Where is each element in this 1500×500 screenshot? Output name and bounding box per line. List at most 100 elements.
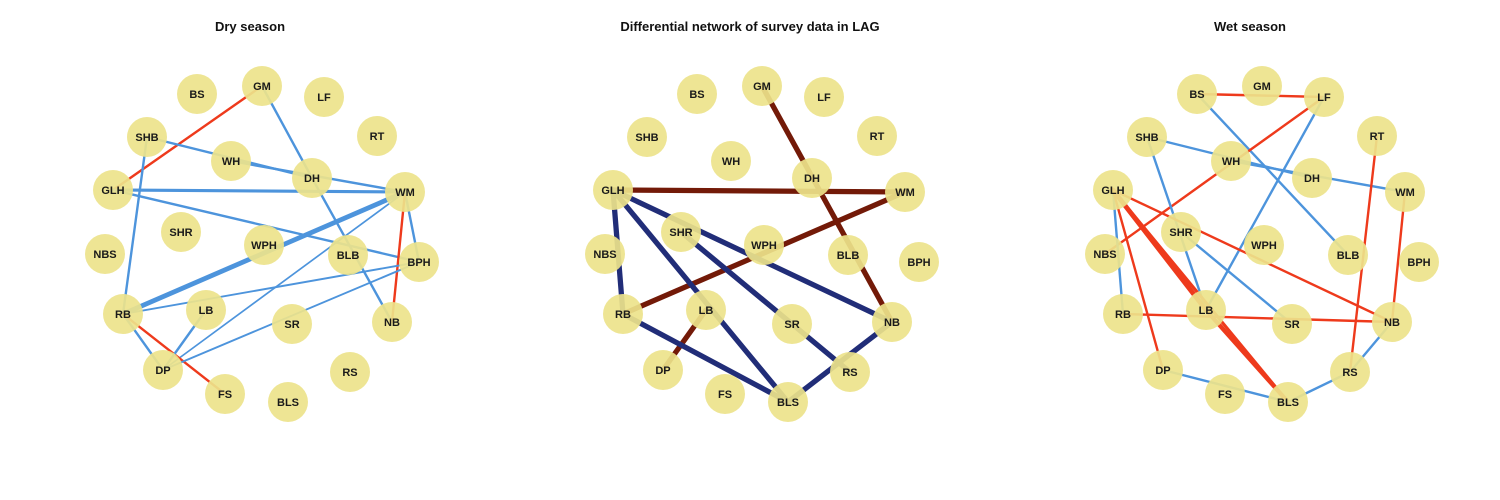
node-circle [686, 290, 726, 330]
node-circle [885, 172, 925, 212]
node-label: LF [317, 92, 331, 104]
node-circle [828, 235, 868, 275]
node-blb: BLB [1328, 235, 1368, 275]
node-circle [661, 212, 701, 252]
node-label: SHR [669, 227, 692, 239]
node-bls: BLS [1268, 382, 1308, 422]
node-rb: RB [603, 294, 643, 334]
node-label: RS [342, 367, 357, 379]
node-label: SHR [1169, 227, 1192, 239]
edge-glh-wm [111, 188, 407, 194]
node-circle [1357, 116, 1397, 156]
node-circle [127, 117, 167, 157]
node-circle [899, 242, 939, 282]
node-circle [93, 170, 133, 210]
node-circle [292, 158, 332, 198]
node-sr: SR [272, 304, 312, 344]
node-nbs: NBS [85, 234, 125, 274]
node-label: LB [199, 305, 214, 317]
node-label: SR [284, 319, 299, 331]
node-label: RT [1370, 131, 1385, 143]
edge-wm-nb [390, 190, 407, 324]
node-label: SR [784, 319, 799, 331]
node-circle [1272, 304, 1312, 344]
node-circle [161, 212, 201, 252]
node-shr: SHR [1161, 212, 1201, 252]
node-label: BLS [777, 397, 799, 409]
node-label: DP [1155, 365, 1170, 377]
node-label: GLH [1101, 185, 1124, 197]
edge-glh-dp [1111, 188, 1165, 372]
node-label: WH [222, 156, 240, 168]
node-circle [772, 304, 812, 344]
node-blb: BLB [828, 235, 868, 275]
node-circle [1205, 374, 1245, 414]
node-rb: RB [103, 294, 143, 334]
node-label: BLB [837, 250, 860, 262]
node-circle [1268, 382, 1308, 422]
node-circle [1211, 141, 1251, 181]
node-circle [385, 172, 425, 212]
node-label: SHB [1135, 132, 1158, 144]
node-label: FS [718, 389, 732, 401]
node-label: DH [304, 173, 320, 185]
node-circle [1177, 74, 1217, 114]
node-label: GM [253, 81, 271, 93]
node-label: WPH [751, 240, 777, 252]
node-circle [1127, 117, 1167, 157]
node-label: BLB [1337, 250, 1360, 262]
node-label: GLH [101, 185, 124, 197]
node-bs: BS [677, 74, 717, 114]
node-label: NB [1384, 317, 1400, 329]
node-circle [705, 374, 745, 414]
node-circle [1085, 234, 1125, 274]
node-circle [742, 66, 782, 106]
edge-rb-bls [620, 311, 791, 405]
node-gm: GM [1242, 66, 1282, 106]
node-circle [242, 66, 282, 106]
node-circle [328, 235, 368, 275]
node-label: RS [842, 367, 857, 379]
node-wm: WM [885, 172, 925, 212]
node-shr: SHR [161, 212, 201, 252]
node-label: NBS [593, 249, 616, 261]
node-shb: SHB [627, 117, 667, 157]
node-dh: DH [1292, 158, 1332, 198]
node-circle [1093, 170, 1133, 210]
node-label: NB [884, 317, 900, 329]
node-circle [372, 302, 412, 342]
node-circle [1399, 242, 1439, 282]
node-rt: RT [1357, 116, 1397, 156]
node-fs: FS [205, 374, 245, 414]
node-label: WM [895, 187, 915, 199]
node-label: GLH [601, 185, 624, 197]
node-label: RB [615, 309, 631, 321]
node-label: SHB [135, 132, 158, 144]
node-dh: DH [792, 158, 832, 198]
node-label: RT [870, 131, 885, 143]
node-dp: DP [1143, 350, 1183, 390]
node-shb: SHB [1127, 117, 1167, 157]
node-circle [804, 77, 844, 117]
node-label: LF [1317, 92, 1331, 104]
edge-glh-wm [610, 187, 908, 195]
node-fs: FS [705, 374, 745, 414]
node-circle [1143, 350, 1183, 390]
node-circle [85, 234, 125, 274]
node-label: SR [1284, 319, 1299, 331]
node-circle [330, 352, 370, 392]
edge-rb-bph [122, 261, 420, 315]
node-circle [357, 116, 397, 156]
node-shr: SHR [661, 212, 701, 252]
node-circle [677, 74, 717, 114]
edge-rb-nb [1121, 312, 1394, 324]
panel-differential-network: Differential network of survey data in L… [500, 0, 1000, 500]
node-nb: NB [1372, 302, 1412, 342]
node-label: RS [1342, 367, 1357, 379]
node-label: RT [370, 131, 385, 143]
node-glh: GLH [93, 170, 133, 210]
node-circle [399, 242, 439, 282]
node-label: RB [1115, 309, 1131, 321]
node-circle [1161, 212, 1201, 252]
panel-title-differential-network: Differential network of survey data in L… [620, 19, 880, 34]
